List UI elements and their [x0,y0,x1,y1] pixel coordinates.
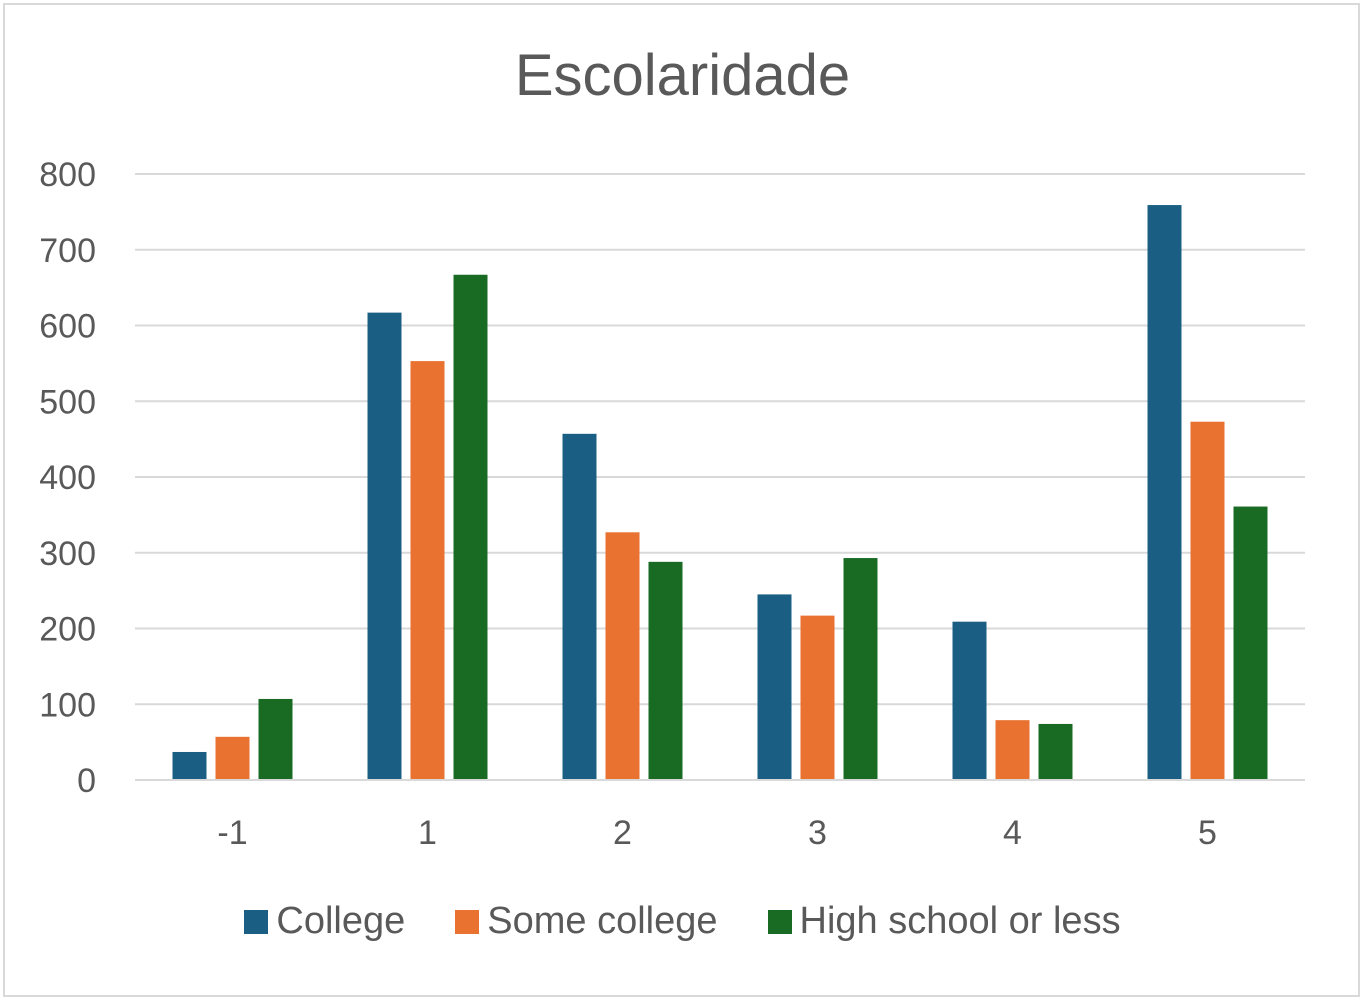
bar-high-school-or-less-1 [453,274,488,780]
y-tick-label: 100 [39,686,96,724]
legend-item-some-college: Some college [455,900,718,943]
bar-college-2 [562,433,597,780]
legend-item-college: College [244,900,405,943]
legend-label-some-college: Some college [487,900,718,942]
bar-some-college-3 [800,615,835,780]
bar-college--1 [172,751,207,780]
legend-swatch-college [244,909,269,934]
legend-swatch-some-college [455,909,480,934]
x-tick-label: 3 [808,814,827,852]
bar-college-5 [1147,205,1182,780]
bar-high-school-or-less-4 [1038,723,1073,780]
y-tick-label: 200 [39,611,96,649]
y-tick-label: 700 [39,232,96,270]
bar-college-1 [367,312,402,780]
bar-high-school-or-less--1 [258,698,293,780]
bar-some-college-2 [605,532,640,780]
bar-some-college-4 [995,720,1030,780]
y-tick-label: 0 [77,762,96,800]
bar-some-college-1 [410,361,445,780]
bar-high-school-or-less-5 [1233,506,1268,780]
bar-some-college-5 [1190,421,1225,780]
bar-some-college--1 [215,736,250,780]
y-tick-label: 400 [39,459,96,497]
bar-high-school-or-less-3 [843,558,878,780]
legend-label-high-school: High school or less [799,900,1121,942]
x-tick-label: 1 [418,814,437,852]
legend-label-college: College [276,900,406,942]
bar-college-3 [757,594,792,780]
chart-frame [3,3,1360,997]
bar-college-4 [952,621,987,780]
x-tick-label: 5 [1198,814,1217,852]
legend-item-high-school: High school or less [767,900,1121,943]
x-tick-label: 2 [613,814,632,852]
y-tick-label: 300 [39,535,96,573]
y-tick-label: 500 [39,383,96,421]
y-tick-label: 800 [39,156,96,194]
x-tick-label: -1 [217,814,247,852]
bar-high-school-or-less-2 [648,561,683,780]
legend: College Some college High school or less [0,900,1365,943]
x-tick-label: 4 [1003,814,1022,852]
chart-title: Escolaridade [514,43,851,108]
y-tick-label: 600 [39,308,96,346]
legend-swatch-high-school [767,909,792,934]
